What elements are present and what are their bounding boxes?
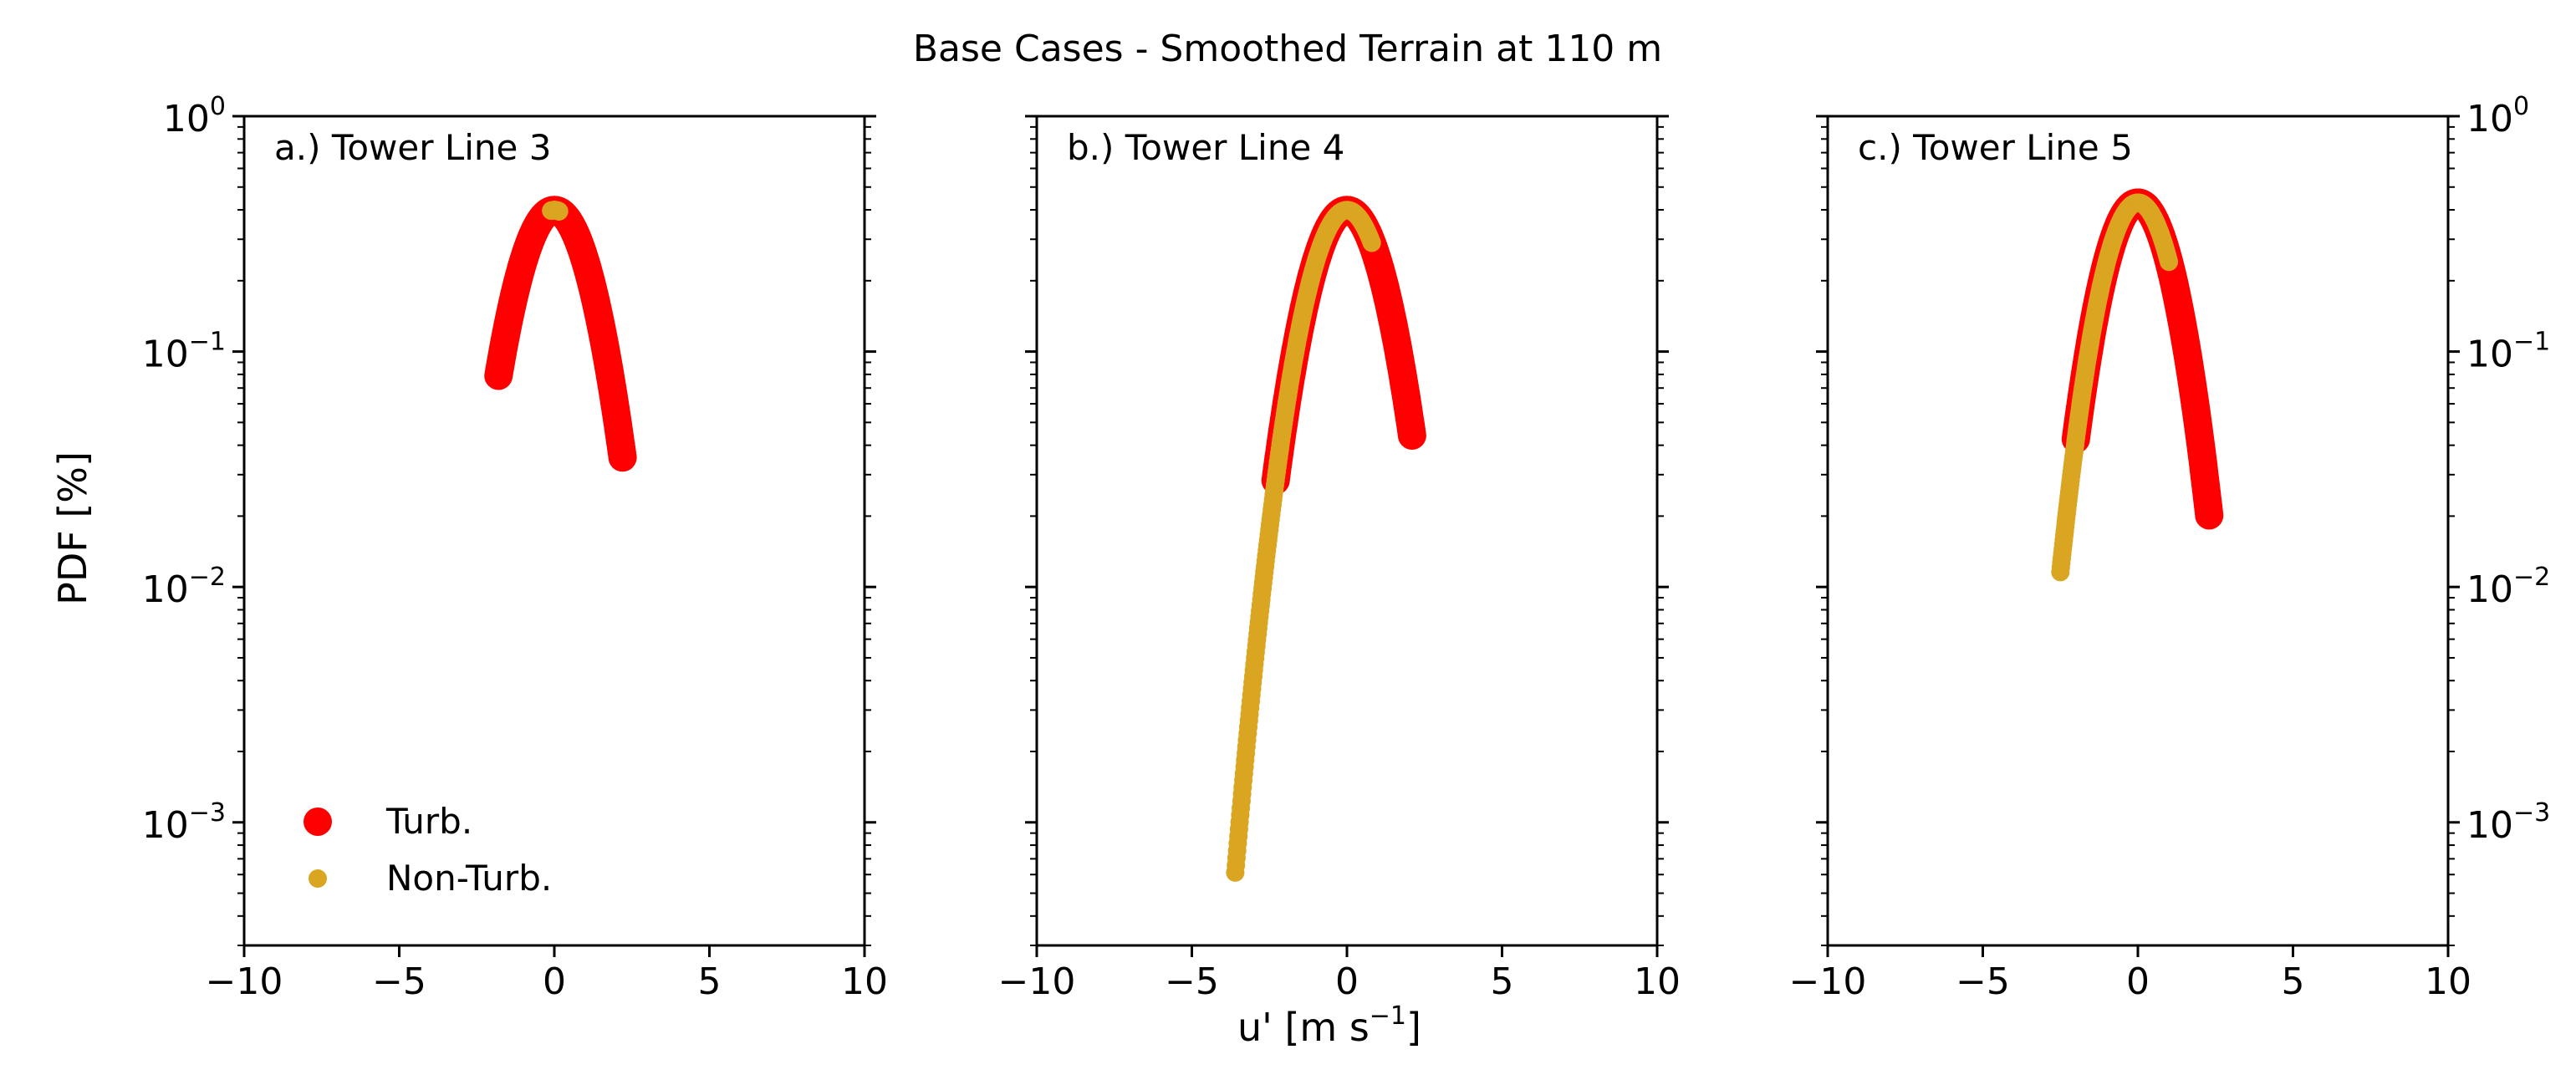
y-tick-label: 10−2 xyxy=(2466,563,2550,611)
x-tick-label: −10 xyxy=(206,960,283,1003)
panel-label: b.) Tower Line 4 xyxy=(1067,127,1344,168)
axes-frame xyxy=(242,115,866,947)
panel-label: c.) Tower Line 5 xyxy=(1858,127,2133,168)
panel-a-tower-line-3: −10 −5 0 5 10 10−3 10−2 10−1 100 a.) Tower Line 3… xyxy=(142,92,888,1003)
x-tick-label: −10 xyxy=(998,960,1076,1003)
x-tick-label: −10 xyxy=(1789,960,1867,1003)
panel-c-tower-line-5: −10 −5 0 5 10 10−3 10−2 10−1 100 c.) Tower Line 5 xyxy=(1789,92,2551,1003)
x-tick-label: 0 xyxy=(1335,960,1359,1003)
axes-frame xyxy=(1826,115,2450,947)
x-tick-label: 10 xyxy=(2425,960,2471,1003)
legend-label-nonturb: Non-Turb. xyxy=(386,858,552,899)
x-tick-label: 5 xyxy=(698,960,722,1003)
panel-label: a.) Tower Line 3 xyxy=(274,127,551,168)
point-nonturb xyxy=(549,201,569,221)
y-tick-label: 10−3 xyxy=(2466,798,2550,847)
point-nonturb xyxy=(1362,233,1381,252)
x-axis-label: u' [m s−1] xyxy=(1237,1001,1421,1050)
x-tick-label: 5 xyxy=(1491,960,1514,1003)
y-tick-label: 100 xyxy=(163,92,226,140)
x-tick-label: 5 xyxy=(2282,960,2305,1003)
figure-title: Base Cases - Smoothed Terrain at 110 m xyxy=(913,28,1662,70)
legend: Turb. Non-Turb. xyxy=(304,801,552,899)
legend-label-turb: Turb. xyxy=(385,801,472,842)
series-turb xyxy=(484,196,637,472)
point-nonturb xyxy=(2160,252,2179,272)
x-tick-label: 10 xyxy=(841,960,888,1003)
x-tick-label: 0 xyxy=(2126,960,2150,1003)
x-tick-label: −5 xyxy=(1956,960,2010,1003)
series-nonturb xyxy=(1226,201,1381,882)
y-tick-label: 10−1 xyxy=(142,328,226,376)
panel-b-tower-line-4: −10 −5 0 5 10 b.) Tower Line 4 xyxy=(998,115,1681,1003)
legend-marker-turb xyxy=(304,807,332,836)
y-tick-label: 10−1 xyxy=(2466,328,2550,376)
x-tick-label: 0 xyxy=(543,960,566,1003)
y-tick-label: 10−2 xyxy=(142,563,226,611)
legend-marker-nonturb xyxy=(309,869,327,888)
y-axis-label: PDF [%] xyxy=(50,451,95,605)
point-turb xyxy=(1397,421,1426,450)
x-tick-label: 10 xyxy=(1634,960,1681,1003)
point-turb xyxy=(2195,501,2224,530)
point-turb xyxy=(608,443,637,472)
x-tick-label: −5 xyxy=(372,960,426,1003)
y-tick-label: 100 xyxy=(2466,92,2529,140)
axes-frame xyxy=(1035,115,1659,947)
series-nonturb xyxy=(2051,193,2179,582)
y-tick-label: 10−3 xyxy=(142,798,226,847)
series-nonturb xyxy=(542,201,569,221)
x-tick-label: −5 xyxy=(1165,960,1219,1003)
